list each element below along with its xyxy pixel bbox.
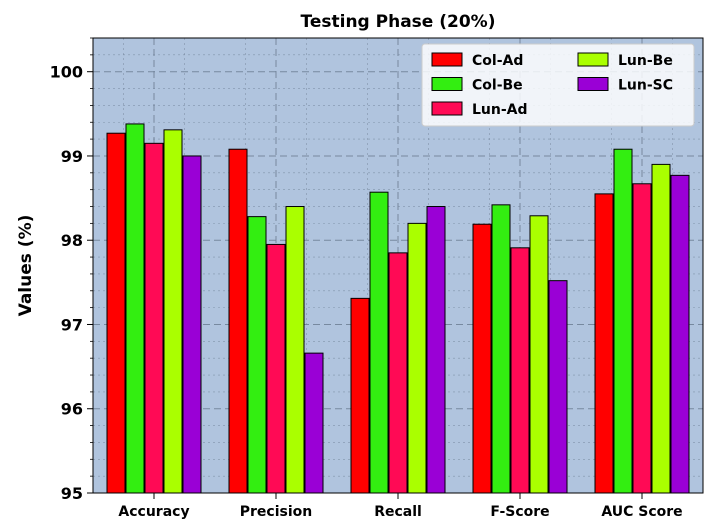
bar xyxy=(594,193,614,494)
bar xyxy=(182,155,202,494)
legend-swatch xyxy=(431,77,463,91)
y-tick-label: 96 xyxy=(61,400,83,419)
legend-swatch xyxy=(431,52,463,67)
bar xyxy=(651,163,671,494)
bar xyxy=(106,132,126,494)
y-tick-label: 97 xyxy=(61,315,83,334)
bar xyxy=(266,243,286,494)
bar xyxy=(350,297,370,494)
bar xyxy=(285,206,305,494)
x-tick-label: AUC Score xyxy=(601,504,682,520)
bar xyxy=(491,204,511,494)
x-tick-label: F-Score xyxy=(490,504,549,520)
bar xyxy=(529,215,549,494)
legend: Col-Ad Col-Be Lun-Ad Lun-Be Lun-SC xyxy=(421,43,695,127)
chart-title: Testing Phase (20%) xyxy=(301,12,496,32)
bar xyxy=(472,223,492,494)
y-tick-label: 95 xyxy=(61,484,83,503)
y-tick-label: 100 xyxy=(50,63,83,82)
x-tick-label: Recall xyxy=(374,504,422,520)
bar xyxy=(369,191,389,494)
bar xyxy=(163,129,183,494)
bar xyxy=(144,142,164,494)
bar xyxy=(407,222,427,494)
legend-label: Lun-Ad xyxy=(472,102,528,118)
bar xyxy=(613,148,633,494)
legend-swatch xyxy=(577,77,609,91)
legend-box xyxy=(421,43,695,127)
x-tick-label: Precision xyxy=(240,504,312,520)
bar xyxy=(125,123,145,494)
x-tick-label: Accuracy xyxy=(118,504,189,520)
bar xyxy=(388,252,408,494)
legend-label: Col-Be xyxy=(472,78,523,94)
legend-swatch xyxy=(577,52,609,67)
legend-label: Lun-Be xyxy=(618,53,673,69)
bar xyxy=(632,183,652,494)
bar xyxy=(426,206,446,494)
bar xyxy=(247,216,267,494)
y-tick-label: 99 xyxy=(61,147,83,166)
bar xyxy=(228,148,248,494)
y-tick-label: 98 xyxy=(61,231,83,250)
x-axis-ticks: Accuracy Precision Recall F-Score AUC Score xyxy=(118,493,683,520)
bar xyxy=(304,352,324,494)
bar xyxy=(510,247,530,494)
y-axis-label: Values (%) xyxy=(16,215,36,317)
bar xyxy=(548,280,568,494)
bar xyxy=(670,174,690,494)
legend-swatch xyxy=(431,101,463,116)
legend-label: Lun-SC xyxy=(618,78,673,94)
y-axis-ticks: 95 96 97 98 99 100 xyxy=(50,37,93,503)
legend-label: Col-Ad xyxy=(472,53,523,69)
